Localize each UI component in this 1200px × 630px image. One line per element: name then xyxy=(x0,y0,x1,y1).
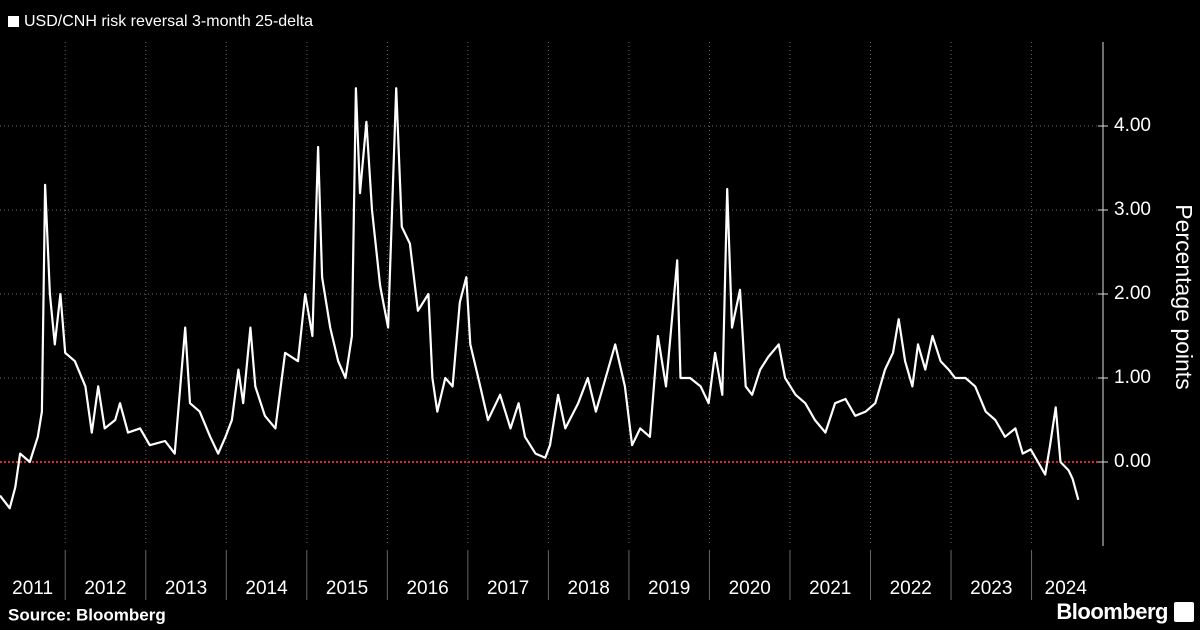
x-tick-label: 2016 xyxy=(406,578,448,599)
y-tick-label: 0.00 xyxy=(1114,451,1151,472)
y-axis-label: Percentage points xyxy=(1171,204,1197,389)
x-tick-label: 2015 xyxy=(326,578,368,599)
x-tick-label: 2018 xyxy=(568,578,610,599)
legend-swatch xyxy=(8,16,19,27)
x-tick-label: 2011 xyxy=(12,578,53,599)
brand: Bloomberg xyxy=(1056,599,1168,624)
x-tick-label: 2020 xyxy=(729,578,771,599)
x-tick-label: 2024 xyxy=(1045,578,1088,599)
x-tick-label: 2013 xyxy=(165,578,207,599)
line xyxy=(0,87,1080,510)
brand-icon xyxy=(1174,602,1194,622)
x-tick-label: 2017 xyxy=(487,578,529,599)
legend-label: USD/CNH risk reversal 3-month 25-delta xyxy=(24,13,313,30)
x-tick-label: 2019 xyxy=(648,578,690,599)
x-tick-label: 2022 xyxy=(890,578,932,599)
y-tick-label: 3.00 xyxy=(1114,199,1151,220)
x-tick-label: 2012 xyxy=(84,578,126,599)
x-tick-label: 2021 xyxy=(809,578,851,599)
y-tick-label: 4.00 xyxy=(1114,115,1151,136)
x-tick-label: 2014 xyxy=(245,578,288,599)
y-tick-label: 1.00 xyxy=(1114,367,1151,388)
y-tick-label: 2.00 xyxy=(1114,283,1151,304)
source: Source: Bloomberg xyxy=(8,605,166,624)
x-tick-label: 2023 xyxy=(970,578,1012,599)
